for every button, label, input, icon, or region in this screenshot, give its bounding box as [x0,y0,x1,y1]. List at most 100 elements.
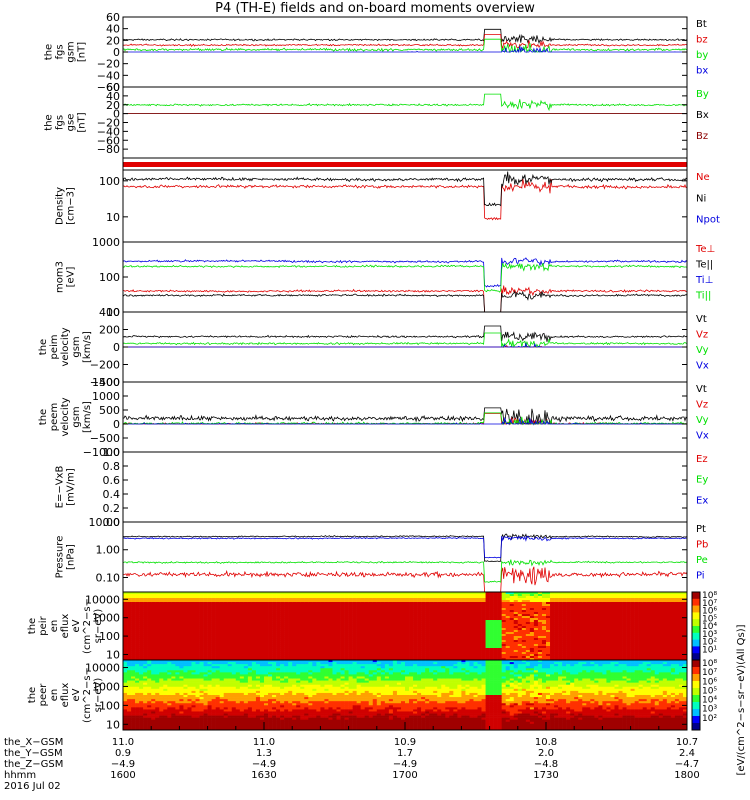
heatmap-cell [215,628,220,631]
heatmap-cell [284,600,289,603]
ylabel-fgs_gse-3: [nT] [77,112,88,132]
heatmap-cell [562,652,567,655]
heatmap-cell [513,620,519,623]
heatmap-cell [413,628,418,631]
heatmap-cell [533,608,539,611]
heatmap-cell [147,656,152,659]
heatmap-cell [372,632,378,635]
heatmap-cell [658,616,664,619]
heatmap-cell [255,644,261,647]
heatmap-cell [272,650,277,653]
heatmap-cell [602,608,607,611]
heatmap-cell [227,610,233,613]
heatmap-cell [682,654,688,657]
heatmap-cell [264,634,269,637]
heatmap-cell [131,628,136,631]
heatmap-cell [203,602,208,605]
heatmap-cell [465,642,470,645]
heatmap-cell [264,624,269,627]
heatmap-cell [541,656,547,659]
ytick-label-peim_velocity: −400 [90,376,120,389]
heatmap-cell [292,650,297,653]
heatmap-cell [211,634,216,637]
heatmap-cell [682,592,688,595]
heatmap-cell [239,634,245,637]
heatmap-cell [203,630,208,633]
heatmap-cell [239,630,245,633]
heatmap-cell [582,640,587,643]
heatmap-cell [123,640,128,643]
heatmap-cell [537,650,543,653]
heatmap-cell [296,636,301,639]
heatmap-cell [497,646,502,649]
heatmap-cell [469,594,474,597]
heatmap-cell [546,620,551,623]
heatmap-cell [223,616,229,619]
heatmap-cell [457,592,462,595]
heatmap-cell [207,654,212,657]
heatmap-cell [151,604,156,607]
heatmap-cell [328,618,333,621]
heatmap-cell [251,596,257,599]
heatmap-cell [674,642,680,645]
heatmap-cell [284,658,289,661]
heatmap-cell [219,618,225,621]
heatmap-cell [437,654,442,657]
heatmap-cell [272,654,277,657]
heatmap-cell [324,648,329,651]
heatmap-cell [243,648,249,651]
heatmap-cell [336,644,341,647]
heatmap-cell [554,594,559,597]
heatmap-cell [127,644,132,647]
heatmap-cell [272,616,277,619]
heatmap-cell [429,606,434,609]
heatmap-cell [469,628,474,631]
heatmap-cell [566,644,571,647]
heatmap-cell [497,610,502,613]
heatmap-cell [288,632,293,635]
heatmap-cell [429,600,434,603]
heatmap-cell [336,614,341,617]
heatmap-cell [666,598,672,601]
heatmap-cell [340,640,345,643]
legend-temperature-0: Te⊥ [695,244,715,255]
heatmap-cell [328,652,333,655]
heatmap-cell [368,646,374,649]
heatmap-cell [251,594,257,597]
heatmap-cell [316,592,321,595]
heatmap-cell [413,606,418,609]
heatmap-cell [413,646,418,649]
heatmap-cell [147,628,152,631]
heatmap-cell [421,624,426,627]
heatmap-cell [421,650,426,653]
heatmap-cell [352,592,357,595]
heatmap-cell [529,600,535,603]
heatmap-cell [356,628,361,631]
heatmap-cell [554,592,559,595]
heatmap-cell [461,634,466,637]
heatmap-cell [384,632,390,635]
heatmap-cell [175,612,180,615]
panel-fgs_gsm [122,16,688,88]
heatmap-cell [247,636,253,639]
heatmap-cell [546,652,551,655]
heatmap-cell [215,658,220,661]
heatmap-cell [558,622,563,625]
heatmap-cell [501,614,507,617]
heatmap-cell [268,634,273,637]
heatmap-cell [638,658,643,661]
heatmap-cell [280,656,285,659]
heatmap-cell [400,592,406,595]
heatmap-cell [674,652,680,655]
heatmap-cell [332,616,337,619]
heatmap-cell [304,632,309,635]
heatmap-cell [131,620,136,623]
heatmap-cell [429,628,434,631]
heatmap-cell [300,606,305,609]
heatmap-cell [368,624,374,627]
heatmap-cell [493,626,498,629]
heatmap-cell [546,638,551,641]
heatmap-cell [449,638,454,641]
heatmap-cell [328,612,333,615]
heatmap-cell [223,636,229,639]
